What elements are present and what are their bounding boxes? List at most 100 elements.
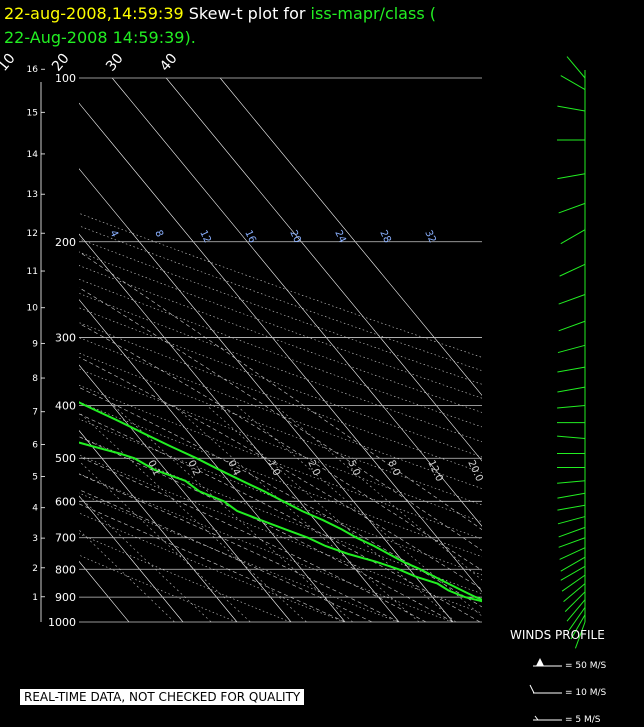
isotherm (79, 299, 346, 622)
pressure-label: 100 (55, 72, 76, 85)
moist-adiabat (79, 436, 454, 622)
temperature-label: 20 (49, 51, 73, 75)
height-label: 3 (32, 534, 38, 544)
sounding-profiles (79, 401, 482, 603)
moist-adiabat (79, 473, 400, 622)
mixing-ratio-label: 0.1 (145, 459, 162, 478)
moist-adiabat (79, 503, 346, 622)
dry-adiabat (79, 278, 482, 428)
isotherm (79, 102, 482, 593)
dry-adiabat (79, 512, 345, 622)
isotherm (219, 78, 482, 396)
isotherm (111, 78, 482, 527)
dry-adiabat (79, 533, 291, 622)
wind-barb (557, 386, 586, 393)
pressure-label: 400 (55, 400, 76, 413)
isotherm (79, 168, 454, 622)
moist-adiabat (79, 323, 482, 571)
mixing-ratio-label: 12 (197, 229, 212, 245)
temperature-label: 40 (157, 51, 181, 75)
wind-barb (564, 591, 586, 612)
wind-barb (560, 75, 586, 90)
moist-adiabat (79, 251, 482, 530)
height-label: 9 (32, 339, 38, 349)
dry-adiabat (79, 384, 482, 540)
height-label: 15 (27, 108, 38, 118)
header-station: iss-mapr/class ( (310, 4, 436, 23)
wind-barb (560, 229, 586, 245)
mixing-ratio-label: 20 (287, 229, 302, 245)
wind-barb (563, 583, 586, 602)
moist-adiabat (79, 489, 373, 622)
mixing-ratio-label: 8 (152, 229, 165, 239)
wind-barb (559, 263, 586, 277)
wind-barb (557, 504, 586, 511)
wind-profile (529, 56, 586, 721)
pressure-label: 500 (55, 452, 76, 465)
header-station-datetime: 22-Aug-2008 14:59:39). (4, 28, 196, 47)
mixing-ratio-label: 1.0 (265, 459, 282, 478)
dewpoint-profile (79, 441, 482, 603)
isotherm (79, 233, 400, 622)
pressure-label: 600 (55, 495, 76, 508)
wind-barb (560, 565, 586, 581)
wind-key-50: = 50 M/S (565, 661, 607, 671)
wind-barb (559, 547, 586, 560)
isotherm (0, 78, 21, 622)
header-plot-title: Skew-t plot for (188, 4, 306, 23)
wind-barb (566, 599, 586, 622)
isotherm (79, 430, 238, 622)
temperature-label: 10 (0, 51, 19, 75)
pressure-label: 900 (55, 591, 76, 604)
quality-disclaimer: REAL-TIME DATA, NOT CHECKED FOR QUALITY (20, 689, 305, 705)
wind-barb (557, 344, 586, 354)
wind-barb (557, 105, 586, 112)
wind-barb (558, 537, 586, 548)
wind-key-pennant (536, 658, 544, 666)
dry-adiabat (79, 322, 482, 473)
pressure-label: 200 (55, 236, 76, 249)
height-label: 6 (32, 441, 38, 451)
dry-adiabat (79, 238, 482, 385)
dry-adiabat (79, 251, 482, 399)
mixing-ratio-label: 32 (422, 229, 437, 245)
wind-barb (558, 320, 586, 332)
mixing-ratio-label: 0.2 (185, 459, 202, 478)
height-label: 12 (27, 229, 38, 239)
height-label: 5 (32, 473, 38, 483)
header: 22-aug-2008,14:59:39 Skew-t plot for iss… (4, 2, 640, 50)
wind-key-5: = 5 M/S (565, 715, 601, 725)
wind-key-10: = 10 M/S (565, 688, 607, 698)
pressure-label: 1000 (48, 616, 76, 629)
wind-barb (558, 526, 586, 538)
mixing-ratio-label: 16 (242, 229, 257, 245)
dry-adiabat (79, 293, 482, 443)
mixing-ratio-line (79, 529, 175, 622)
dry-adiabat (79, 352, 482, 506)
wind-barb (560, 556, 586, 572)
isotherm (79, 495, 184, 622)
background-lines (0, 78, 482, 622)
moist-adiabat (79, 356, 482, 590)
mixing-ratio-line (79, 411, 307, 622)
wind-barb (561, 574, 586, 592)
height-label: 1 (32, 593, 38, 603)
wind-barb (557, 480, 586, 484)
mixing-ratio-label: 20.0 (465, 459, 484, 484)
wind-barb (568, 607, 586, 631)
isobars (79, 77, 482, 623)
mixing-ratio-line (275, 405, 482, 581)
mixing-ratio-line (79, 495, 212, 622)
height-label: 4 (32, 504, 38, 514)
mixing-ratio-label: 12.0 (425, 459, 444, 484)
moist-adiabat (79, 387, 482, 608)
wind-key-barb (533, 658, 562, 667)
wind-key-barb (533, 715, 562, 721)
dry-adiabat (79, 265, 482, 413)
winds-profile-title: WINDS PROFILE (510, 628, 605, 642)
wind-barb (557, 173, 586, 180)
height-label: 7 (32, 408, 38, 418)
wind-barb (570, 614, 586, 640)
dry-adiabat (79, 212, 482, 358)
wind-barb (557, 405, 586, 409)
